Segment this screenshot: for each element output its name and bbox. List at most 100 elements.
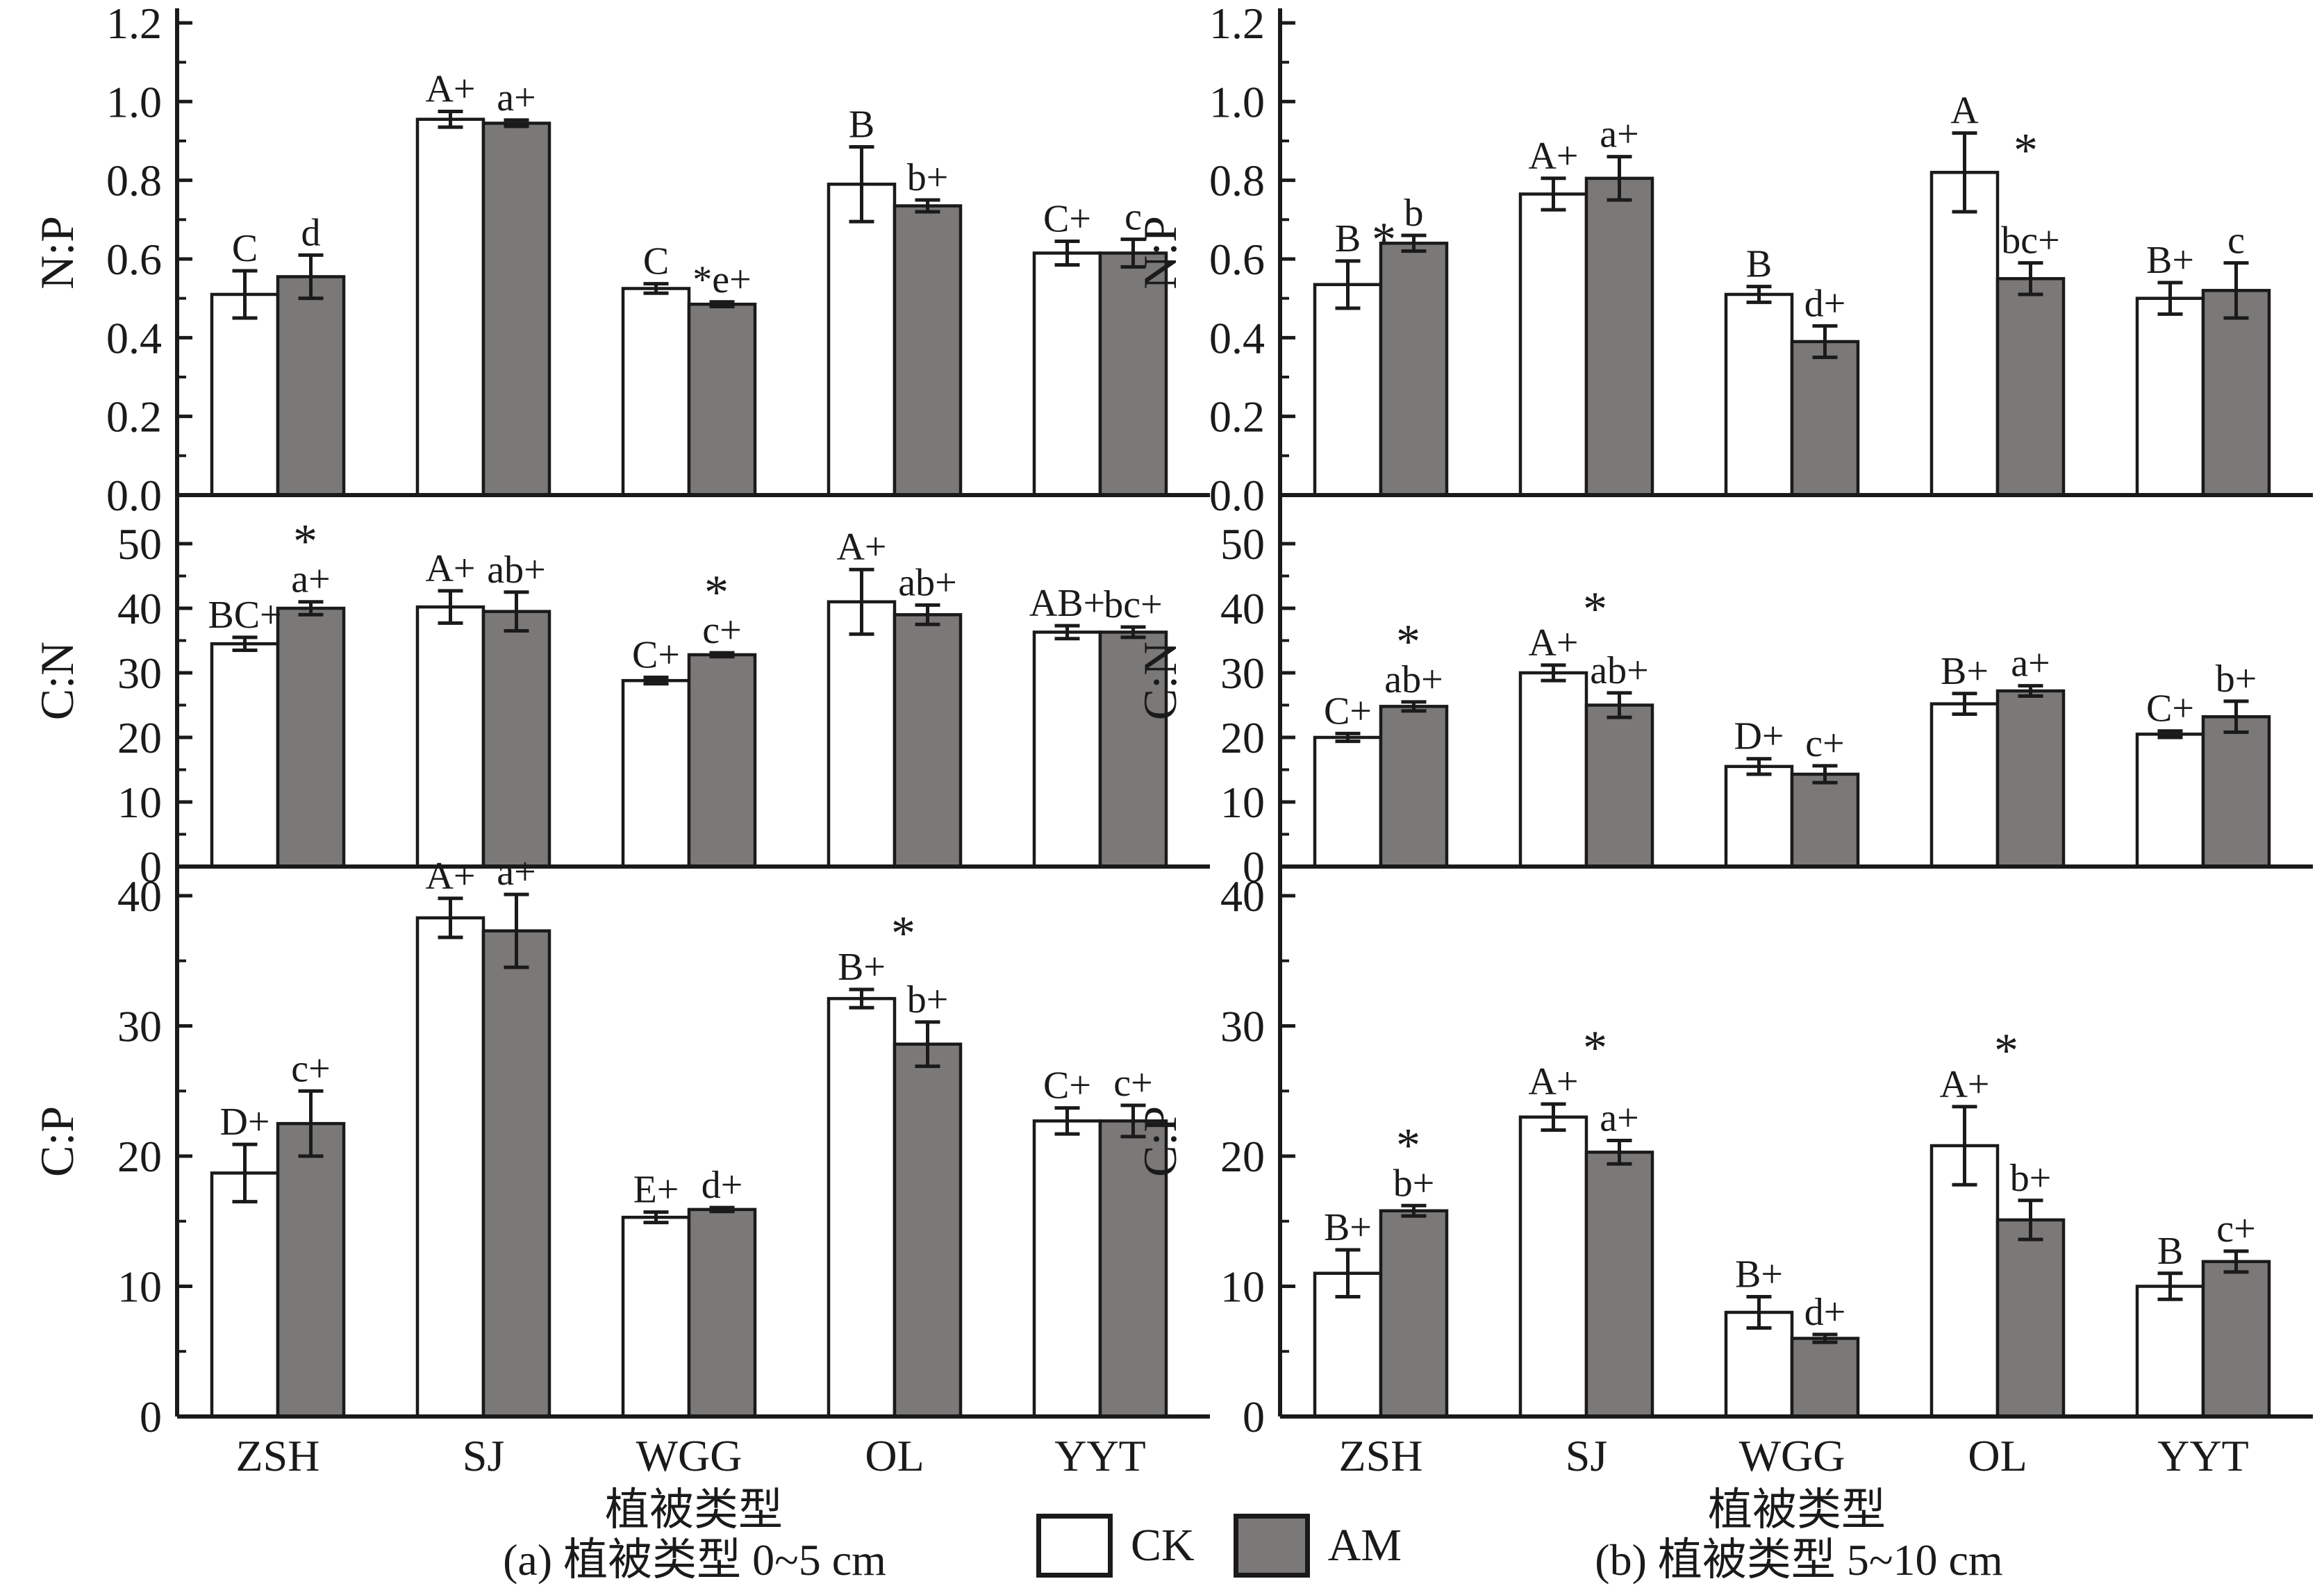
sig-letter-b-cn-ZSH-AM: ab+ [1384, 658, 1443, 701]
sig-letter-b-cp-SJ-AM: a+ [1600, 1097, 1638, 1140]
bar-a-np-WGG-AM [687, 302, 757, 497]
sig-letter-b-cn-WGG-CK: D+ [1734, 715, 1784, 758]
sig-star-b-np-OL: * [2014, 124, 2038, 178]
bar-a-cn-WGG-CK [621, 678, 691, 869]
sig-letter-a-cp-ZSH-CK: D+ [219, 1101, 269, 1144]
x-tick-label-a-YYT: YYT [1054, 1431, 1146, 1480]
y-tick-label: 10 [1220, 1262, 1265, 1312]
bar-b-cn-OL-AM [1995, 689, 2066, 869]
bar-a-np-SJ-CK [415, 117, 485, 497]
error-bar-a-cp-WGG-AM [709, 1205, 735, 1214]
panel-b-cn [1280, 542, 2271, 869]
sig-letter-a-cp-WGG-CK: E+ [633, 1169, 679, 1212]
error-bar-a-cn-YYT-CK [1054, 624, 1080, 641]
y-tick-label: 10 [117, 778, 162, 827]
error-bar-a-cn-ZSH-AM [298, 600, 324, 617]
sig-star-a-cn-WGG: * [704, 566, 729, 619]
error-bar-a-np-WGG-AM [709, 300, 735, 309]
sig-letter-b-cp-OL-CK: A+ [1939, 1063, 1989, 1106]
sig-letter-b-cp-SJ-CK: A+ [1528, 1060, 1578, 1103]
error-bar-b-cp-OL-AM [2018, 1198, 2043, 1242]
bar-a-cn-OL-AM [893, 613, 963, 869]
sig-letter-b-np-ZSH-AM: b [1404, 192, 1424, 235]
error-bar-a-np-ZSH-AM [298, 253, 324, 301]
bar-a-cp-SJ-AM [481, 929, 551, 1419]
error-bar-b-np-WGG-AM [1812, 324, 1838, 360]
bar-b-np-ZSH-AM [1379, 242, 1449, 497]
sig-letter-b-np-SJ-CK: A+ [1528, 135, 1578, 178]
error-bar-a-np-SJ-CK [438, 109, 463, 129]
sig-star-b-cn-SJ: * [1583, 583, 1607, 636]
x-tick-label-b-YYT: YYT [2157, 1431, 2249, 1480]
sig-letter-a-cn-WGG-CK: C+ [632, 634, 680, 677]
error-bar-b-cn-WGG-AM [1812, 764, 1838, 785]
bar-a-np-ZSH-AM [276, 275, 346, 497]
sig-letter-a-np-ZSH-CK: C [232, 227, 258, 270]
caption-panel-b: (b) 植被类型 5~10 cm [1595, 1535, 2003, 1585]
error-bar-b-cp-YYT-CK [2157, 1271, 2183, 1301]
x-tick-label-a-WGG: WGG [636, 1431, 742, 1480]
bar-a-np-WGG-CK [621, 287, 691, 497]
sig-letter-a-cn-ZSH-AM: a+ [291, 558, 330, 601]
y-tick-label: 0.2 [106, 392, 162, 442]
panel-b-cp [1280, 894, 2271, 1419]
y-tick-label: 0 [140, 842, 162, 892]
bar-b-cn-WGG-CK [1724, 764, 1794, 869]
y-tick-label: 20 [1220, 1132, 1265, 1181]
error-bar-a-cn-SJ-AM [504, 590, 529, 633]
sig-letter-a-cp-SJ-AM: a+ [497, 851, 536, 894]
bar-a-cn-SJ-AM [481, 610, 551, 869]
bar-a-cn-YYT-AM [1098, 630, 1168, 869]
y-tick-label: 1.2 [1209, 0, 1265, 48]
sig-letter-b-cn-OL-AM: a+ [2011, 642, 2050, 685]
sig-star-a-cn-ZSH: * [293, 515, 317, 569]
error-bar-a-cn-ZSH-CK [232, 635, 258, 652]
error-bar-b-np-YYT-CK [2157, 281, 2183, 316]
bar-b-cp-SJ-AM [1584, 1151, 1654, 1419]
y-tick-label: 0.8 [106, 156, 162, 206]
bar-b-cp-WGG-AM [1790, 1337, 1860, 1419]
legend-ck-label: CK [1131, 1520, 1195, 1571]
sig-letter-a-np-SJ-AM: a+ [497, 76, 536, 119]
error-bar-b-cn-ZSH-AM [1401, 700, 1427, 713]
bar-b-np-ZSH-CK [1313, 283, 1383, 497]
y-axis-title-b-np: N:P [1134, 216, 1186, 290]
sig-letter-a-cn-SJ-AM: ab+ [487, 549, 545, 592]
error-bar-a-cp-OL-AM [915, 1020, 940, 1069]
error-bar-a-np-SJ-AM [504, 118, 529, 128]
sig-letter-b-np-OL-AM: bc+ [2001, 219, 2059, 262]
y-tick-label: 1.0 [1209, 77, 1265, 126]
y-tick-label: 1.2 [106, 0, 162, 48]
sig-letter-a-np-SJ-CK: A+ [425, 67, 475, 110]
bar-a-cn-SJ-CK [415, 605, 485, 869]
bar-b-cn-YYT-AM [2201, 714, 2271, 869]
sig-letter-a-np-YYT-AM: c [1124, 196, 1142, 239]
bar-a-cp-WGG-CK [621, 1215, 691, 1419]
error-bar-b-cn-ZSH-CK [1335, 731, 1361, 744]
legend-ck-swatch [1036, 1514, 1113, 1578]
sig-letter-b-cp-YYT-AM: c+ [2216, 1207, 2255, 1251]
bar-b-cn-SJ-AM [1584, 703, 1654, 869]
y-tick-label: 0.8 [1209, 156, 1265, 206]
sig-letter-b-cp-ZSH-CK: B+ [1324, 1206, 1372, 1249]
bar-b-np-YYT-AM [2201, 289, 2271, 497]
bar-b-cp-ZSH-AM [1379, 1209, 1449, 1419]
sig-letter-a-np-ZSH-AM: d [301, 211, 321, 254]
sig-letter-a-np-OL-AM: b+ [907, 156, 949, 199]
y-tick-label: 40 [1220, 584, 1265, 633]
panel-a-np [177, 21, 1168, 497]
y-tick-label: 10 [1220, 778, 1265, 827]
error-bar-b-cn-OL-CK [1952, 692, 1977, 717]
bar-a-cp-SJ-CK [415, 916, 485, 1419]
sig-letter-b-np-WGG-AM: d+ [1804, 282, 1846, 325]
sig-letter-a-cp-YYT-AM: c+ [1113, 1062, 1152, 1105]
y-tick-label: 40 [117, 584, 162, 633]
y-tick-label: 20 [117, 713, 162, 762]
bar-b-np-OL-AM [1995, 277, 2066, 497]
legend-am-label: AM [1327, 1520, 1402, 1571]
error-bar-a-np-WGG-CK [643, 282, 669, 295]
error-bar-b-cp-SJ-AM [1607, 1139, 1632, 1166]
sig-letter-a-np-WGG-AM: *e+ [692, 258, 751, 301]
sig-letter-a-cn-SJ-CK: A+ [425, 547, 475, 590]
